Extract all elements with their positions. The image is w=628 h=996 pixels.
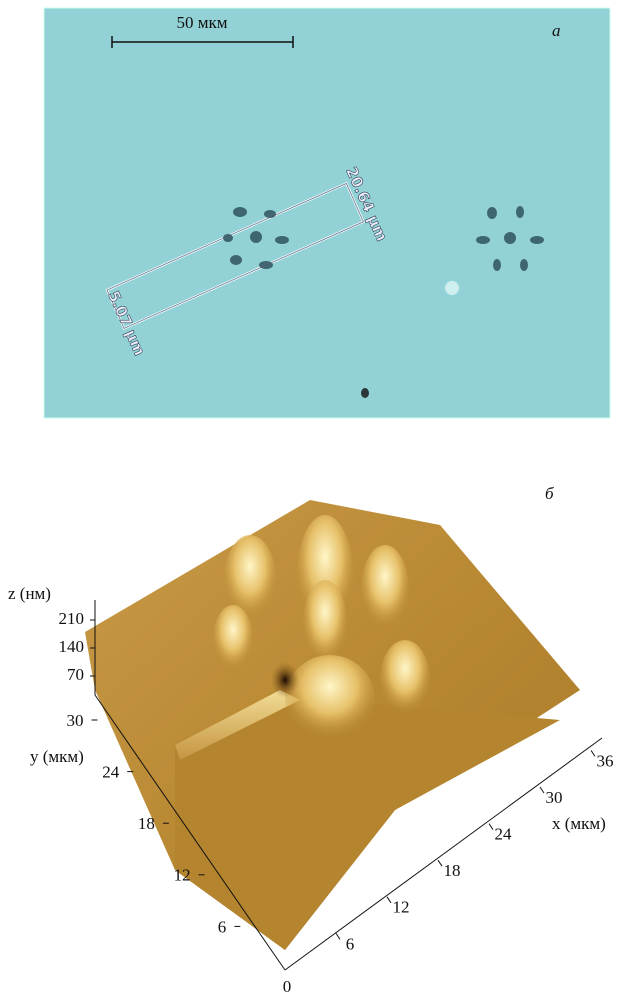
particle [445,281,459,295]
panel-label: б [545,484,554,503]
y-tick-label: 18 [138,814,155,833]
x-tick-label: 18 [444,861,461,880]
z-tick-label: 140 [59,637,85,656]
scale-bar-label: 50 мкм [176,13,227,32]
x-tick [336,933,340,939]
figure: 50 мкм а 20.64 μm 5.07 μm б [0,0,628,996]
z-axis-label-text: z (нм) [8,584,51,603]
panel-a: 50 мкм а 20.64 μm 5.07 μm [44,8,610,418]
y-tick-label: 30 [67,711,84,730]
y-tick-label: 12 [174,866,191,885]
peak [380,640,430,720]
x-tick-label: 6 [346,934,355,953]
x-tick-label: 30 [546,788,563,807]
micrograph [44,8,610,418]
x-tick [387,897,391,903]
x-tick [591,750,595,756]
z-tick-label: 210 [59,609,85,628]
panel-b: б z (нм) y (мкм) x (мкм) 0 [8,484,606,996]
y-axis-label: y (мкм) [30,747,84,766]
x-tick-label: 12 [393,898,410,917]
peak [285,655,375,745]
y-tick-label: 24 [102,763,120,782]
z-axis-label: z (нм) [8,584,51,603]
pit [271,662,299,698]
x-tick [540,787,544,793]
x-axis-label: x (мкм) [552,814,606,833]
peak [213,605,253,675]
z-tick-label: 70 [67,665,84,684]
origin-label: 0 [283,977,292,996]
peak [361,545,409,635]
x-tick-label: 36 [597,751,614,770]
y-tick-label: 6 [218,917,227,936]
panel-label: а [552,21,561,40]
x-tick [438,860,442,866]
x-tick-label: 24 [495,825,513,844]
x-tick [489,824,493,830]
